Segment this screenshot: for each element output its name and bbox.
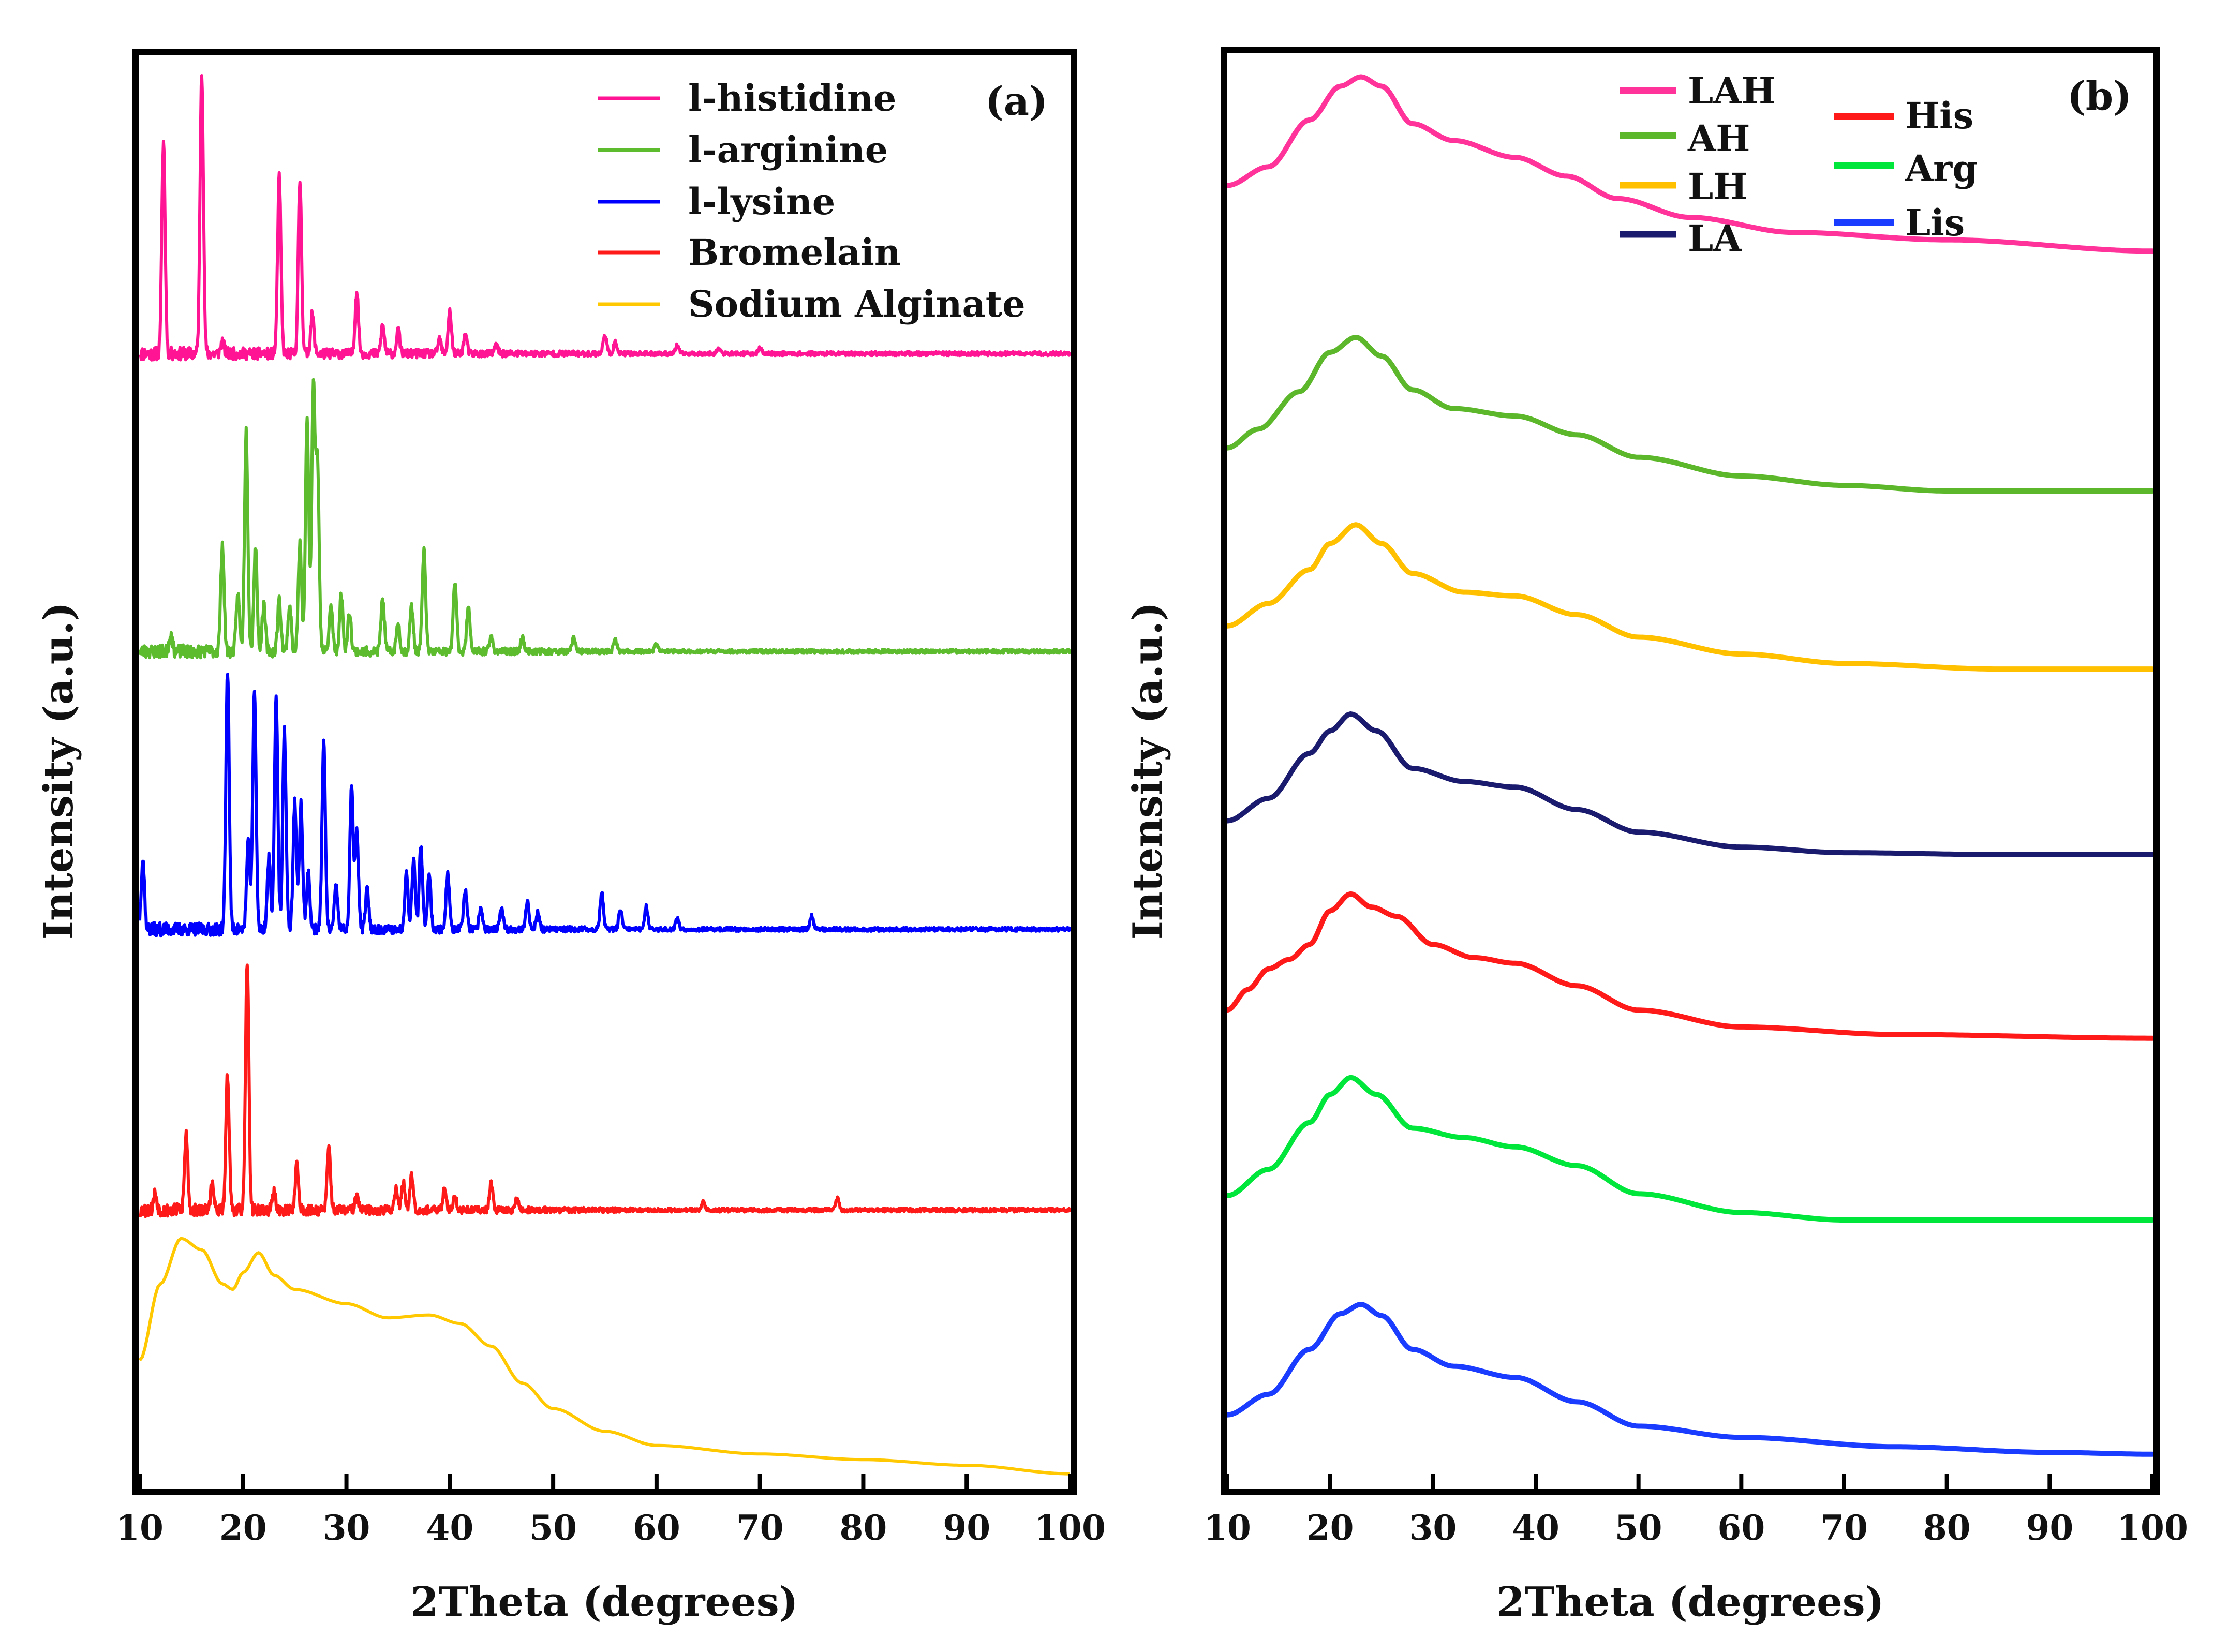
panel-b: 10 20 30 40 50 60 70 80 90 100 2Theta (degrees) I…: [1124, 47, 2188, 1626]
panel-a-tick-label-40: 40: [426, 1508, 473, 1548]
panel-a-tick-label-20: 20: [219, 1508, 267, 1548]
series-line-ah: [1225, 335, 2155, 494]
panel-a-series: [138, 74, 1072, 1476]
panel-a-x-axis: 10 20 30 40 50 60 70 80 90 100: [116, 1474, 1106, 1548]
panel-a-label: (a): [985, 78, 1048, 124]
legend-label-bromelain: Bromelain: [688, 231, 901, 274]
panel-b-tick-label-60: 60: [1717, 1508, 1765, 1548]
legend-label-lh: LH: [1688, 165, 1747, 208]
legend-label-arg: Arg: [1905, 147, 1978, 190]
panel-a-tick-label-30: 30: [323, 1508, 370, 1548]
legend-label-l-histidine: l-histidine: [688, 77, 896, 120]
series-line-lh: [1225, 522, 2155, 672]
panel-b-ylabel: Intensity (a.u.): [1124, 602, 1171, 940]
panel-b-frame: [1221, 47, 2160, 1495]
series-line-l-histidine: [138, 74, 1072, 362]
panel-b-tick-label-80: 80: [1923, 1508, 1971, 1548]
panel-b-tick-label-100: 100: [2117, 1508, 2188, 1548]
series-line-l-arginine: [138, 378, 1072, 660]
panel-b-tick-label-90: 90: [2026, 1508, 2073, 1548]
panel-a-tick-label-60: 60: [633, 1508, 680, 1548]
panel-a-tick-label-90: 90: [943, 1508, 990, 1548]
panel-a-tick-label-50: 50: [529, 1508, 577, 1548]
panel-b-tick-label-50: 50: [1615, 1508, 1662, 1548]
series-line-arg: [1225, 1075, 2155, 1223]
panel-b-tick-label-30: 30: [1409, 1508, 1457, 1548]
legend-label-l-lysine: l-lysine: [688, 180, 835, 223]
legend-label-sodium-alginate: Sodium Alginate: [688, 282, 1026, 325]
series-line-his: [1225, 891, 2155, 1041]
panel-a-tick-label-10: 10: [116, 1508, 164, 1548]
panel-b-series: [1225, 74, 2155, 1457]
legend-label-ah: AH: [1687, 117, 1750, 160]
panel-b-tick-label-70: 70: [1820, 1508, 1868, 1548]
legend-label-lah: LAH: [1688, 69, 1776, 112]
panel-a-ylabel: Intensity (a.u.): [35, 602, 82, 940]
panel-a-tick-label-80: 80: [840, 1508, 887, 1548]
legend-label-his: His: [1905, 94, 1973, 137]
series-line-la: [1225, 711, 2155, 857]
panel-b-legend: LAH AH LH LA His Arg Lis: [1620, 69, 1978, 260]
legend-label-l-arginine: l-arginine: [688, 128, 888, 171]
legend-label-lis: Lis: [1905, 201, 1965, 244]
series-line-bromelain: [138, 963, 1072, 1218]
panel-b-tick-label-10: 10: [1204, 1508, 1251, 1548]
panel-a-tick-label-70: 70: [736, 1508, 784, 1548]
panel-a-tick-label-100: 100: [1034, 1508, 1106, 1548]
panel-a-legend: l-histidine l-arginine l-lysine Bromelai…: [598, 77, 1026, 325]
panel-b-tick-label-20: 20: [1306, 1508, 1354, 1548]
series-line-lah: [1225, 74, 2155, 254]
panel-b-x-axis: 10 20 30 40 50 60 70 80 90 100: [1204, 1474, 2188, 1548]
legend-label-la: LA: [1688, 217, 1742, 260]
series-line-l-lysine: [138, 673, 1072, 938]
panel-b-xlabel: 2Theta (degrees): [1496, 1579, 1884, 1626]
series-line-sodium-alginate: [138, 1237, 1070, 1476]
panel-b-label: (b): [2067, 73, 2132, 119]
panel-a-frame: [132, 49, 1077, 1495]
panel-a-xlabel: 2Theta (degrees): [410, 1579, 798, 1626]
panel-b-tick-label-40: 40: [1512, 1508, 1559, 1548]
panel-a: 10 20 30 40 50 60 70 80 90 100 2Theta (degrees) I…: [35, 49, 1106, 1626]
series-line-lis: [1225, 1302, 2155, 1457]
